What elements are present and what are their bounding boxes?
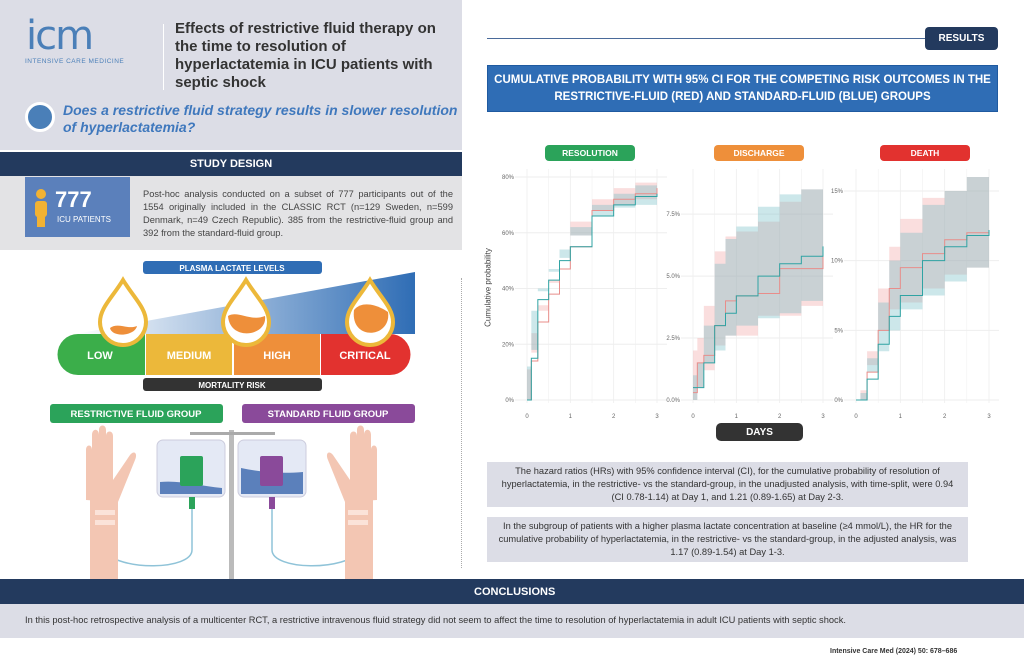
- y-tick-label: 0%: [834, 398, 843, 404]
- level-medium: [146, 334, 232, 375]
- panel-title-discharge: DISCHARGE: [714, 145, 804, 161]
- conclusions-heading: CONCLUSIONS: [0, 579, 1024, 604]
- y-tick-label: 40%: [502, 287, 515, 293]
- standard-group-label: STANDARD FLUID GROUP: [268, 409, 389, 420]
- level-medium-label: MEDIUM: [167, 350, 212, 362]
- iv-bag-standard-icon: [237, 439, 363, 567]
- y-tick-label: 7.5%: [666, 212, 680, 218]
- citation: Intensive Care Med (2024) 50: 678–686: [830, 648, 958, 655]
- chart-panel-death: 0% 5% 10% 15% 0 1 2 3: [831, 169, 999, 420]
- risk-bar: LOW MEDIUM HIGH CRITICAL: [57, 334, 411, 375]
- lactate-label-pill: [143, 261, 322, 274]
- level-critical: [321, 334, 411, 375]
- drop-low-icon: [97, 276, 149, 347]
- journal-logo-subtitle: INTENSIVE CARE MEDICINE: [25, 58, 125, 65]
- y-tick-label: 0.0%: [666, 398, 680, 404]
- x-tick-label: 3: [821, 414, 825, 420]
- title-divider: [163, 24, 164, 90]
- hand-left-icon: [86, 425, 137, 579]
- results-rule: [487, 38, 927, 39]
- drop-medium-icon: [220, 276, 272, 347]
- mortality-label-pill: [143, 378, 322, 391]
- level-critical-label: CRITICAL: [339, 350, 391, 362]
- line-standard: [693, 246, 824, 389]
- patients-count: 777: [55, 187, 92, 212]
- results-badge: RESULTS: [925, 27, 998, 50]
- panel-title-death: DEATH: [880, 145, 970, 161]
- section-divider: [461, 278, 462, 568]
- chart-panel-resolution: 0% 20% 40% 60% 80% 0 1 2 3: [502, 169, 667, 420]
- level-low-label: LOW: [87, 350, 113, 362]
- y-tick-label: 15%: [831, 189, 844, 195]
- hand-right-icon: [326, 425, 377, 579]
- patients-label: ICU PATIENTS: [57, 215, 111, 224]
- header-panel: [0, 0, 462, 150]
- cumulative-incidence-charts: 0%20%40%60%80%0 1 2 30.0%2.5%5.0%7.5%0 1 2 30%…: [502, 169, 999, 420]
- page-title: Effects of restrictive fluid therapy on …: [175, 20, 436, 91]
- line-standard: [527, 193, 658, 401]
- restrictive-group-label: RESTRICTIVE FLUID GROUP: [71, 409, 203, 420]
- x-tick-label: 2: [612, 414, 616, 420]
- x-tick-label: 1: [569, 414, 573, 420]
- study-design-heading: STUDY DESIGN: [0, 152, 462, 176]
- line-standard: [856, 229, 990, 401]
- lactate-illustration: PLASMA LACTATE LEVELS LOW MEDIUM HIGH CR…: [50, 261, 415, 579]
- y-tick-label: 80%: [502, 175, 515, 181]
- x-tick-label: 3: [655, 414, 659, 420]
- x-tick-label: 0: [525, 414, 529, 420]
- patients-badge: 777 ICU PATIENTS: [25, 177, 130, 237]
- standard-group-pill: [242, 404, 415, 423]
- x-tick-label: 1: [899, 414, 903, 420]
- mortality-label: MORTALITY RISK: [198, 381, 265, 390]
- y-tick-label: 2.5%: [666, 336, 680, 342]
- y-tick-label: 5.0%: [666, 274, 680, 280]
- x-tick-label: 2: [778, 414, 782, 420]
- y-tick-label: 20%: [502, 342, 515, 348]
- results-banner: CUMULATIVE PROBABILITY WITH 95% CI FOR T…: [487, 65, 998, 112]
- subgroup-text: In the subgroup of patients with a highe…: [487, 517, 968, 562]
- hazard-ratio-text: The hazard ratios (HRs) with 95% confide…: [487, 462, 968, 507]
- restrictive-group-pill: [50, 404, 223, 423]
- lactate-label: PLASMA LACTATE LEVELS: [179, 264, 285, 273]
- panel-title-resolution: RESOLUTION: [545, 145, 635, 161]
- person-icon: [35, 189, 47, 227]
- journal-logo: icm: [26, 13, 94, 59]
- y-tick-label: 10%: [831, 259, 844, 265]
- level-high-label: HIGH: [263, 350, 291, 362]
- line-restrictive: [693, 256, 824, 394]
- iv-bag-restrictive-icon: [101, 439, 226, 567]
- research-question: Does a restrictive fluid strategy result…: [63, 102, 458, 135]
- y-tick-label: 0%: [505, 398, 514, 404]
- y-tick-label: 5%: [834, 328, 843, 334]
- question-icon: [25, 102, 55, 132]
- x-tick-label: 0: [691, 414, 695, 420]
- iv-pole-icon: [190, 430, 275, 579]
- y-tick-label: 60%: [502, 231, 515, 237]
- x-tick-label: 1: [735, 414, 739, 420]
- drop-critical-icon: [344, 276, 396, 347]
- chart-panel-discharge: 0.0% 2.5% 5.0% 7.5% 0 1 2 3: [666, 169, 833, 420]
- x-tick-label: 3: [987, 414, 991, 420]
- x-tick-label: 0: [854, 414, 858, 420]
- ci-band-standard: [527, 182, 657, 400]
- x-axis-label: DAYS: [716, 423, 803, 441]
- x-tick-label: 2: [943, 414, 947, 420]
- conclusions-text: In this post-hoc retrospective analysis …: [0, 604, 1024, 638]
- study-design-text: Post-hoc analysis conducted on a subset …: [143, 189, 453, 238]
